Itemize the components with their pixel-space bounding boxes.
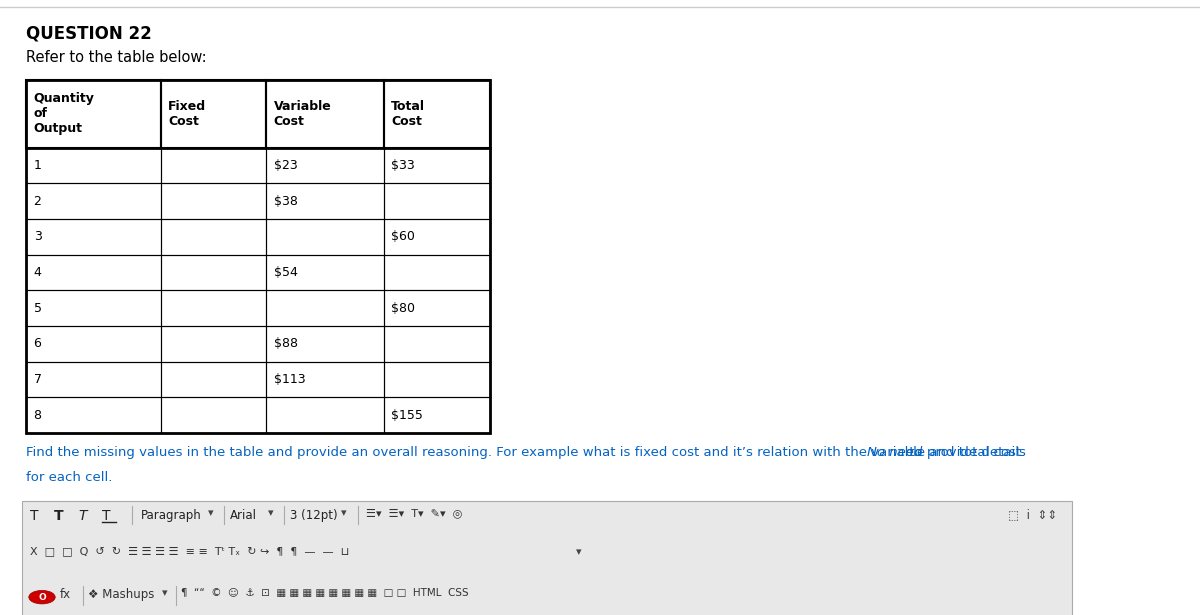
Text: $113: $113	[274, 373, 305, 386]
Text: 7: 7	[34, 373, 42, 386]
Bar	[384, 397, 490, 433]
Bar	[26, 255, 161, 290]
Text: 3 (12pt): 3 (12pt)	[290, 509, 338, 522]
Bar	[384, 148, 490, 183]
Bar	[266, 80, 384, 148]
Text: ❖ Mashups: ❖ Mashups	[88, 588, 154, 601]
Text: T: T	[78, 509, 86, 523]
Bar	[384, 362, 490, 397]
Text: $88: $88	[274, 337, 298, 351]
Bar	[26, 80, 161, 148]
Text: $23: $23	[274, 159, 298, 172]
Text: $155: $155	[391, 408, 424, 422]
Text: to provide details: to provide details	[906, 446, 1026, 459]
Text: X  □  □  Q  ↺  ↻  ☰ ☰ ☰ ☰  ≡ ≡  Tᵗ Tₓ  ↻ ↪  ¶  ¶  —  —  ⊔: X □ □ Q ↺ ↻ ☰ ☰ ☰ ☰ ≡ ≡ Tᵗ Tₓ ↻ ↪ ¶ ¶ — …	[30, 547, 349, 557]
Text: fx: fx	[60, 588, 71, 601]
Text: ⬚  i  ⇕⇕: ⬚ i ⇕⇕	[1008, 509, 1057, 522]
Text: T: T	[102, 509, 110, 523]
Text: for each cell.: for each cell.	[26, 471, 113, 484]
Bar	[266, 148, 384, 183]
Text: ☰▾  ☰▾  T▾  ✎▾  ◎: ☰▾ ☰▾ T▾ ✎▾ ◎	[366, 509, 462, 518]
Bar	[161, 290, 266, 326]
Text: $54: $54	[274, 266, 298, 279]
Text: Arial: Arial	[230, 509, 257, 522]
Bar	[266, 362, 384, 397]
Text: 4: 4	[34, 266, 42, 279]
Text: ▾: ▾	[208, 509, 214, 518]
Text: 2: 2	[34, 194, 42, 208]
Bar	[266, 290, 384, 326]
Text: $38: $38	[274, 194, 298, 208]
Text: ▾: ▾	[341, 509, 347, 518]
Bar	[161, 362, 266, 397]
Bar	[161, 326, 266, 362]
Text: QUESTION 22: QUESTION 22	[26, 25, 152, 42]
Bar	[161, 219, 266, 255]
Text: 8: 8	[34, 408, 42, 422]
Bar	[384, 255, 490, 290]
Text: ¶  ““  ©  ☺  ⚓  ⊡  ▦ ▦ ▦ ▦ ▦ ▦ ▦ ▦  □ □  HTML  CSS: ¶ ““ © ☺ ⚓ ⊡ ▦ ▦ ▦ ▦ ▦ ▦ ▦ ▦ □ □ HTML CS…	[181, 588, 469, 598]
Bar	[161, 183, 266, 219]
Bar	[26, 219, 161, 255]
Text: Quantity
of
Output: Quantity of Output	[34, 92, 95, 135]
Text: No need: No need	[868, 446, 923, 459]
Bar	[384, 183, 490, 219]
Text: $33: $33	[391, 159, 415, 172]
Bar	[161, 148, 266, 183]
Bar	[384, 326, 490, 362]
Bar	[22, 501, 1072, 615]
Text: Fixed
Cost: Fixed Cost	[168, 100, 206, 128]
Circle shape	[29, 590, 55, 604]
Bar	[161, 80, 266, 148]
Bar	[384, 80, 490, 148]
Text: 5: 5	[34, 301, 42, 315]
Text: ▾: ▾	[576, 547, 582, 557]
Bar	[26, 183, 161, 219]
Text: T: T	[30, 509, 38, 523]
Bar	[266, 219, 384, 255]
Text: O: O	[38, 593, 46, 601]
Bar	[26, 290, 161, 326]
Text: 1: 1	[34, 159, 42, 172]
Text: $60: $60	[391, 230, 415, 244]
Bar	[161, 397, 266, 433]
Text: ▾: ▾	[268, 509, 274, 518]
Bar	[266, 326, 384, 362]
Text: 6: 6	[34, 337, 42, 351]
Text: Find the missing values in the table and provide an overall reasoning. For examp: Find the missing values in the table and…	[26, 446, 1030, 459]
Bar	[26, 362, 161, 397]
Bar	[161, 255, 266, 290]
Text: $80: $80	[391, 301, 415, 315]
Bar	[384, 219, 490, 255]
Bar	[26, 148, 161, 183]
Bar	[266, 397, 384, 433]
Text: Variable
Cost: Variable Cost	[274, 100, 331, 128]
Text: ▾: ▾	[162, 588, 168, 598]
Bar	[26, 80, 490, 433]
Bar	[26, 326, 161, 362]
Text: Paragraph: Paragraph	[140, 509, 202, 522]
Text: Total
Cost: Total Cost	[391, 100, 425, 128]
Text: 3: 3	[34, 230, 42, 244]
Bar	[26, 397, 161, 433]
Text: T: T	[54, 509, 64, 523]
Text: Refer to the table below:: Refer to the table below:	[26, 50, 208, 65]
Bar	[384, 290, 490, 326]
Bar	[266, 183, 384, 219]
Bar	[266, 255, 384, 290]
